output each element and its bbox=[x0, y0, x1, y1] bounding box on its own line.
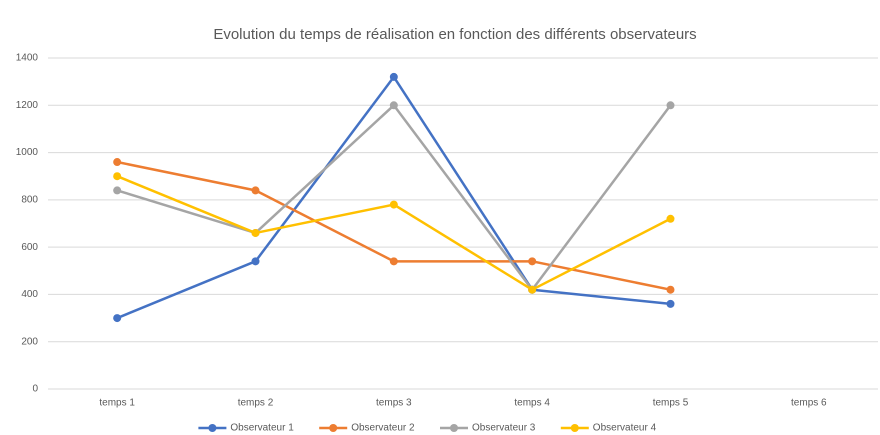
point bbox=[251, 257, 260, 266]
legend-marker bbox=[570, 424, 579, 432]
x-tick-label: temps 3 bbox=[376, 398, 412, 409]
point bbox=[251, 186, 260, 195]
point bbox=[666, 214, 675, 223]
legend-item: Observateur 1 bbox=[198, 423, 294, 434]
legend-marker bbox=[208, 424, 217, 432]
point bbox=[666, 285, 675, 294]
y-tick-label: 0 bbox=[32, 384, 38, 395]
x-tick-label: temps 1 bbox=[99, 398, 135, 409]
point bbox=[389, 200, 398, 209]
point bbox=[113, 186, 122, 195]
point bbox=[666, 299, 675, 308]
point bbox=[113, 172, 122, 181]
y-tick-label: 800 bbox=[21, 194, 38, 205]
point bbox=[251, 228, 260, 237]
point bbox=[113, 314, 122, 323]
y-tick-label: 1400 bbox=[16, 53, 39, 64]
legend-item: Observateur 4 bbox=[560, 423, 657, 434]
legend-item: Observateur 3 bbox=[440, 423, 536, 434]
x-tick-label: temps 6 bbox=[791, 398, 827, 409]
legend-label: Observateur 3 bbox=[472, 423, 536, 434]
point bbox=[666, 101, 675, 110]
legend-marker bbox=[329, 424, 338, 432]
point bbox=[113, 158, 122, 167]
x-tick-label: temps 2 bbox=[238, 398, 274, 409]
y-tick-label: 1000 bbox=[16, 147, 39, 158]
x-tick-label: temps 4 bbox=[514, 398, 550, 409]
legend-label: Observateur 2 bbox=[351, 423, 415, 434]
series-line bbox=[116, 75, 671, 320]
chart-title: Evolution du temps de réalisation en fon… bbox=[213, 26, 696, 43]
y-tick-label: 600 bbox=[21, 242, 38, 253]
point bbox=[528, 285, 537, 294]
legend-label: Observateur 1 bbox=[230, 423, 294, 434]
y-tick-label: 400 bbox=[21, 289, 38, 300]
x-tick-label: temps 5 bbox=[653, 398, 689, 409]
y-tick-label: 200 bbox=[21, 336, 38, 347]
series-line bbox=[116, 160, 671, 291]
point bbox=[389, 72, 398, 81]
point bbox=[528, 257, 537, 266]
legend-marker bbox=[450, 424, 458, 432]
point bbox=[389, 101, 398, 110]
point bbox=[389, 257, 398, 266]
legend-label: Observateur 4 bbox=[593, 423, 657, 434]
legend-item: Observateur 2 bbox=[319, 423, 415, 434]
y-tick-label: 1200 bbox=[16, 100, 39, 111]
